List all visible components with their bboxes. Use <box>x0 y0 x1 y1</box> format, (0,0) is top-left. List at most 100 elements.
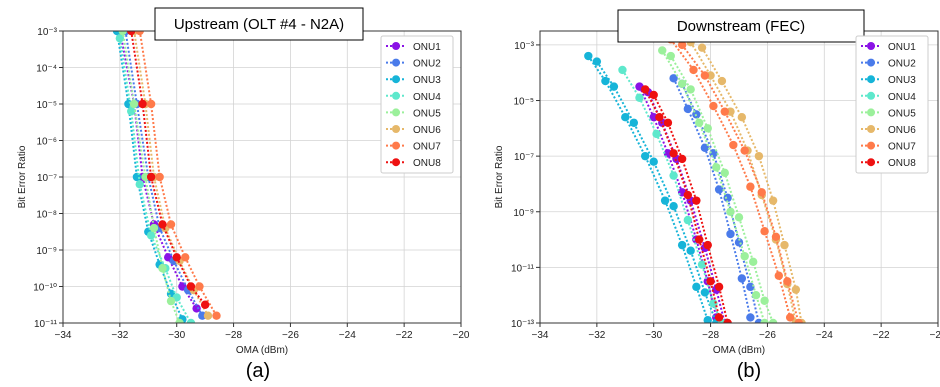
panel-caption: (a) <box>246 360 270 382</box>
title-box <box>154 7 364 41</box>
legend-marker <box>867 141 875 150</box>
data-point <box>737 274 747 283</box>
data-point <box>592 57 602 66</box>
data-point <box>618 65 627 75</box>
data-point <box>737 113 747 122</box>
data-point <box>760 318 769 323</box>
panel-caption: (b) <box>737 360 761 382</box>
data-point <box>760 227 769 236</box>
series-line <box>130 31 206 306</box>
x-tick-label: −28 <box>702 330 719 341</box>
data-point <box>203 311 213 320</box>
series-line <box>587 55 709 321</box>
y-axis-label: Bit Error Ratio <box>17 145 28 208</box>
series-onu7 <box>135 31 221 320</box>
legend-marker <box>867 125 875 133</box>
legend-item-onu6: ONU6 <box>386 125 441 136</box>
y-tick-label: 10⁻⁶ <box>36 137 57 148</box>
data-point <box>709 101 718 111</box>
x-tick-label: −24 <box>339 330 356 341</box>
data-point <box>746 282 755 292</box>
data-point <box>181 253 190 262</box>
data-point <box>652 129 661 139</box>
data-point <box>717 76 727 86</box>
data-point <box>686 246 695 255</box>
legend-label: ONU8 <box>413 158 441 169</box>
data-point <box>629 118 639 127</box>
data-point <box>129 99 139 109</box>
series-onu5 <box>118 31 184 323</box>
data-point <box>669 74 678 83</box>
data-point <box>703 124 712 133</box>
data-point <box>195 282 204 291</box>
chart-title: Upstream (OLT #4 - N2A) <box>174 16 344 33</box>
data-point <box>621 113 630 122</box>
legend-marker <box>867 91 875 100</box>
legend-item-onu1: ONU1 <box>861 42 916 53</box>
data-point <box>166 220 176 229</box>
y-tick-label: 10⁻⁵ <box>513 97 534 108</box>
data-point <box>155 172 164 182</box>
y-axis-label: Bit Error Ratio <box>494 145 505 208</box>
data-point <box>200 300 210 309</box>
data-point <box>714 282 724 292</box>
y-tick-label: 10⁻⁷ <box>514 152 534 163</box>
data-point <box>757 188 766 197</box>
data-point <box>649 90 658 100</box>
data-point <box>127 107 136 116</box>
data-point <box>115 34 125 43</box>
series-line <box>701 47 803 323</box>
y-tick-label: 10⁻⁸ <box>36 210 57 221</box>
plot-area <box>112 31 221 323</box>
y-tick-label: 10⁻¹¹ <box>34 319 58 330</box>
data-point <box>774 271 783 280</box>
panel-a: −34 −32 −30 −28 −26 −24 −22 −20 10⁻¹¹ 10⁻¹⁰ 10⁻⁹ 10… <box>17 7 470 382</box>
data-point <box>677 154 687 164</box>
legend-label: ONU8 <box>888 158 916 169</box>
x-tick-label: −24 <box>816 330 833 341</box>
legend-label: ONU5 <box>413 108 441 119</box>
data-point <box>172 253 181 262</box>
legend: ONU1 ONU2 ONU3 ONU4 ONU5 ONU6 ONU7 ONU8 <box>855 35 929 174</box>
data-point <box>669 202 678 211</box>
data-point <box>677 79 687 89</box>
y-tick-label: 10⁻⁷ <box>37 173 57 184</box>
series-onu1 <box>115 31 201 313</box>
data-point <box>692 196 701 205</box>
x-axis-label: OMA (dBm) <box>713 345 765 356</box>
data-point <box>771 232 781 241</box>
legend-item-onu3: ONU3 <box>861 75 916 86</box>
legend-box <box>855 35 929 174</box>
data-point <box>723 318 732 323</box>
data-point <box>791 285 801 294</box>
legend-item-onu4: ONU4 <box>386 91 441 103</box>
data-point <box>669 171 678 180</box>
series-line <box>621 69 723 323</box>
data-point <box>734 213 744 222</box>
data-point <box>135 180 144 189</box>
y-tick-label: 10⁻⁹ <box>513 208 534 219</box>
x-tick-label: −26 <box>282 330 299 341</box>
data-point <box>118 31 127 36</box>
data-point <box>138 99 147 109</box>
data-point <box>584 51 593 61</box>
data-point <box>146 99 156 109</box>
data-point <box>697 43 707 52</box>
legend-marker <box>392 91 400 100</box>
data-point <box>186 282 196 291</box>
plot-area <box>584 35 806 323</box>
series-onu8 <box>127 31 210 309</box>
series-onu4 <box>618 65 727 323</box>
data-point <box>754 151 764 161</box>
data-point <box>135 31 144 36</box>
x-tick-label: −32 <box>588 330 605 341</box>
legend-label: ONU3 <box>888 75 916 86</box>
legend-item-onu8: ONU8 <box>386 158 441 169</box>
data-point <box>706 277 715 286</box>
data-point <box>146 231 156 240</box>
data-point <box>714 185 724 194</box>
data-point <box>780 240 789 250</box>
data-point <box>212 311 221 320</box>
data-point <box>640 151 650 161</box>
